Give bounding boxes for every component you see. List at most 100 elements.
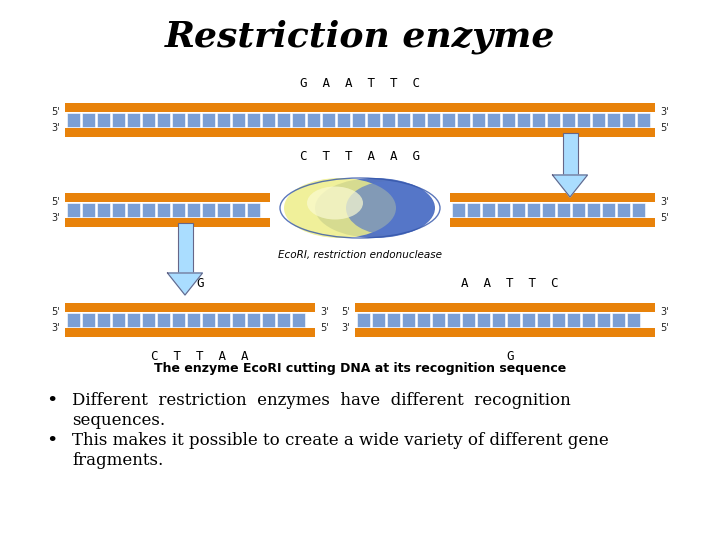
Bar <box>637 113 650 127</box>
Bar <box>112 313 125 327</box>
Bar <box>632 203 645 217</box>
Text: •: • <box>46 392 58 410</box>
Bar <box>232 313 245 327</box>
Bar <box>65 328 315 337</box>
Bar <box>537 313 550 327</box>
Bar <box>397 113 410 127</box>
Bar <box>497 203 510 217</box>
Bar <box>357 313 370 327</box>
Bar <box>142 313 155 327</box>
Polygon shape <box>552 175 588 197</box>
Text: •: • <box>46 432 58 450</box>
Bar <box>322 113 335 127</box>
Bar <box>157 113 170 127</box>
Bar <box>65 303 315 312</box>
Text: 3': 3' <box>660 107 669 117</box>
Bar <box>532 113 545 127</box>
Bar <box>607 113 620 127</box>
Bar <box>217 203 230 217</box>
Text: 3': 3' <box>51 123 60 133</box>
Bar <box>337 113 350 127</box>
Bar <box>427 113 440 127</box>
Polygon shape <box>168 273 202 295</box>
Bar <box>262 113 275 127</box>
Bar <box>462 313 475 327</box>
Bar <box>512 203 525 217</box>
Bar <box>157 313 170 327</box>
Bar <box>142 203 155 217</box>
Bar <box>482 203 495 217</box>
Bar <box>112 113 125 127</box>
Ellipse shape <box>346 181 434 235</box>
Text: A  A  T  T  C: A A T T C <box>462 277 559 290</box>
Text: 3': 3' <box>660 307 669 317</box>
Text: 5': 5' <box>660 213 669 223</box>
Bar <box>82 203 95 217</box>
Bar <box>187 113 200 127</box>
Bar <box>67 203 80 217</box>
Text: EcoRI, restriction endonuclease: EcoRI, restriction endonuclease <box>278 250 442 260</box>
Bar <box>517 113 530 127</box>
Text: sequences.: sequences. <box>72 412 165 429</box>
Bar <box>472 113 485 127</box>
Text: 3': 3' <box>51 213 60 223</box>
Bar <box>542 203 555 217</box>
Text: 3': 3' <box>660 197 669 207</box>
Bar <box>477 313 490 327</box>
Bar <box>467 203 480 217</box>
Bar <box>417 313 430 327</box>
Bar <box>202 113 215 127</box>
Bar <box>412 113 425 127</box>
Ellipse shape <box>307 186 363 219</box>
Bar <box>562 133 577 175</box>
Bar <box>487 113 500 127</box>
Bar <box>202 313 215 327</box>
Text: 5': 5' <box>341 307 350 317</box>
Text: G: G <box>506 350 514 363</box>
Bar <box>172 113 185 127</box>
Bar <box>97 203 110 217</box>
Bar <box>65 103 655 112</box>
Text: 5': 5' <box>660 123 669 133</box>
Text: 5': 5' <box>51 307 60 317</box>
Bar <box>112 203 125 217</box>
Text: fragments.: fragments. <box>72 452 163 469</box>
Bar <box>217 313 230 327</box>
Bar <box>142 113 155 127</box>
Bar <box>247 113 260 127</box>
Ellipse shape <box>284 178 396 238</box>
Bar <box>65 218 270 227</box>
Bar <box>202 203 215 217</box>
Text: 3': 3' <box>341 323 350 333</box>
Bar <box>622 113 635 127</box>
Bar <box>172 313 185 327</box>
Bar <box>387 313 400 327</box>
Bar <box>382 113 395 127</box>
Bar <box>127 203 140 217</box>
Bar <box>567 313 580 327</box>
Bar <box>442 113 455 127</box>
Bar <box>127 113 140 127</box>
Bar <box>232 203 245 217</box>
Bar <box>65 193 270 202</box>
Bar <box>277 313 290 327</box>
Text: 5': 5' <box>660 323 669 333</box>
Bar <box>597 313 610 327</box>
Text: G  A  A  T  T  C: G A A T T C <box>300 77 420 90</box>
Bar <box>502 113 515 127</box>
Bar <box>367 113 380 127</box>
Bar <box>577 113 590 127</box>
Bar <box>67 313 80 327</box>
Bar <box>447 313 460 327</box>
Bar <box>82 313 95 327</box>
Bar <box>617 203 630 217</box>
Bar <box>450 193 655 202</box>
Bar <box>172 203 185 217</box>
Bar <box>552 313 565 327</box>
Bar <box>67 113 80 127</box>
Bar <box>355 328 655 337</box>
Text: 5': 5' <box>51 107 60 117</box>
Bar <box>232 113 245 127</box>
Bar <box>587 203 600 217</box>
Bar <box>97 113 110 127</box>
